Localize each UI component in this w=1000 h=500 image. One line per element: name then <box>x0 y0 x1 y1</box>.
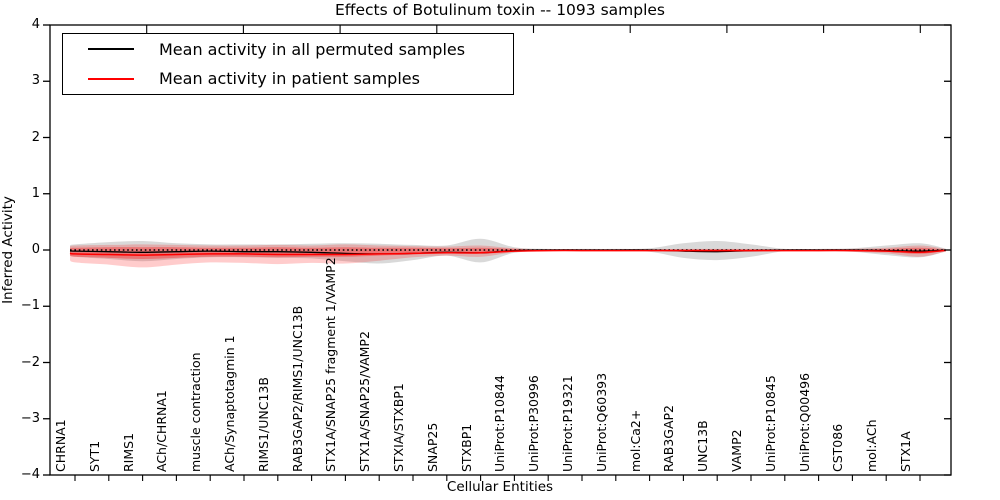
x-tick-label: CST086 <box>830 423 846 472</box>
legend-label: Mean activity in all permuted samples <box>159 39 466 59</box>
x-tick-label: STX1A/SNAP25/VAMP2 <box>357 331 373 472</box>
legend-entry-patient: Mean activity in patient samples <box>63 64 513 93</box>
x-tick-label: SYT1 <box>86 440 102 472</box>
x-tick-label: UniProt:P19321 <box>560 375 575 472</box>
x-tick-label: UNC13B <box>695 420 711 472</box>
red-line-swatch <box>88 77 134 80</box>
chart-title: Effects of Botulinum toxin -- 1093 sampl… <box>334 1 665 19</box>
legend-label: Mean activity in patient samples <box>159 69 420 89</box>
x-tick-label: VAMP2 <box>729 429 744 472</box>
y-tick-label: 2 <box>31 129 40 145</box>
x-tick-label: RIMS1/UNC13B <box>255 377 271 472</box>
x-tick-label: ACh/CHRNA1 <box>154 390 170 472</box>
x-tick-label: CHRNA1 <box>53 419 68 472</box>
x-tick-label: STX1A <box>898 431 913 472</box>
y-tick-label: −4 <box>20 467 40 482</box>
x-tick-label: UniProt:P10844 <box>492 375 508 472</box>
x-tick-label: RAB3GAP2 <box>661 405 677 472</box>
y-tick-label: 1 <box>31 185 40 201</box>
black-line-swatch <box>88 48 134 51</box>
x-tick-label: mol:ACh <box>864 419 880 473</box>
y-tick-label: −2 <box>20 354 40 370</box>
x-tick-label: STXIA/STXBP1 <box>391 383 406 472</box>
x-tick-label: UniProt:Q00496 <box>796 372 812 472</box>
x-tick-label: UniProt:P30996 <box>526 375 542 472</box>
patient-mean-line <box>69 249 947 256</box>
y-tick-label: 4 <box>31 17 40 32</box>
x-tick-label: ACh/Synaptotagmin 1 <box>222 335 237 472</box>
x-axis-label: Cellular Entities <box>446 479 554 495</box>
x-tick-label: UniProt:P10845 <box>762 375 778 472</box>
x-tick-label: UniProt:Q60393 <box>593 372 609 472</box>
x-tick-label: STXBP1 <box>458 423 474 472</box>
x-tick-label: muscle contraction <box>188 352 204 472</box>
x-tick-label: SNAP25 <box>424 422 440 472</box>
y-tick-label: −3 <box>20 410 40 426</box>
y-tick-label: 0 <box>31 242 40 257</box>
legend: Mean activity in all permuted samples Me… <box>62 33 514 95</box>
x-tick-label: RIMS1 <box>120 432 136 472</box>
x-tick-label: STX1A/SNAP25 fragment 1/VAMP2 <box>323 257 339 472</box>
y-tick-label: 3 <box>31 73 40 89</box>
legend-entry-permuted: Mean activity in all permuted samples <box>63 35 513 64</box>
x-tick-label: mol:Ca2+ <box>627 409 643 472</box>
y-tick-label: −1 <box>20 298 40 314</box>
x-tick-label: RAB3GAP2/RIMS1/UNC13B <box>289 305 305 472</box>
